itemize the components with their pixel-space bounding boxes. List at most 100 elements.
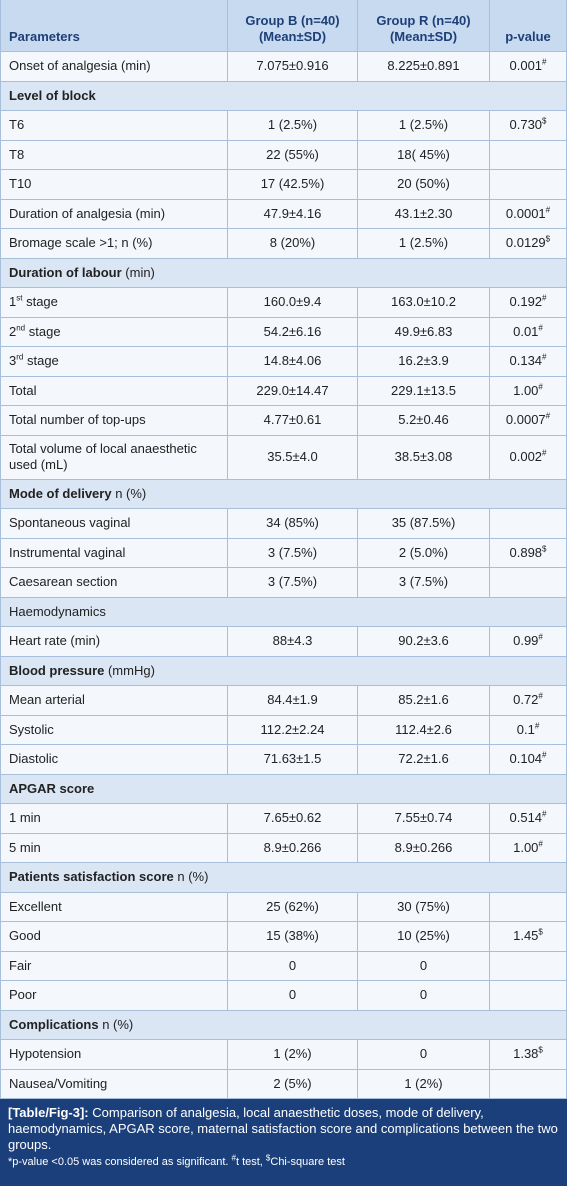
text: 0.192: [509, 294, 543, 310]
superscript: $: [538, 1045, 543, 1055]
cell-text: Hypotension: [9, 1046, 81, 1062]
cell: 43.1±2.30: [358, 199, 490, 229]
text: 1 min: [9, 810, 41, 826]
text: 3: [9, 353, 17, 369]
cell-text: 43.1±2.30: [395, 206, 453, 222]
cell: 72.2±1.6: [358, 745, 490, 775]
data-row: Nausea/Vomiting 2 (5%) 1 (2%): [0, 1069, 567, 1099]
section-cell: Blood pressure (mmHg): [0, 656, 567, 686]
superscript: #: [542, 57, 547, 67]
cell: 3rd stage: [0, 347, 228, 377]
header-text: Group B (n=40) (Mean±SD): [245, 13, 339, 45]
cell-text: 0.72#: [513, 692, 543, 708]
section-text: Complications n (%): [9, 1017, 133, 1033]
cell-text: 0.134#: [510, 353, 547, 369]
superscript: $: [542, 544, 547, 554]
superscript: #: [538, 323, 543, 333]
text: 35 (87.5%): [391, 515, 456, 531]
section-row: Mode of delivery n (%): [0, 479, 567, 509]
text: 5 min: [9, 839, 41, 855]
cell: 14.8±4.06: [228, 347, 358, 377]
text: Total volume of local anaesthetic used (…: [9, 441, 197, 472]
cell: [490, 140, 567, 170]
section-row: Complications n (%): [0, 1010, 567, 1040]
text: 35.5±4.0: [267, 449, 318, 464]
cell-text: 0.898$: [510, 545, 547, 561]
cell-text: 0.99#: [513, 633, 543, 649]
cell: 54.2±6.16: [228, 317, 358, 347]
text: 30 (75%): [397, 898, 450, 914]
cell: T10: [0, 170, 228, 200]
section-cell: Duration of labour (min): [0, 258, 567, 288]
cell: Systolic: [0, 715, 228, 745]
cell-text: 2 (5%): [273, 1076, 311, 1092]
text: 0.898: [509, 544, 543, 560]
cell: 0.002#: [490, 435, 567, 480]
superscript: #: [534, 721, 540, 731]
caption-text: Comparison of analgesia, local anaesthet…: [8, 1105, 558, 1152]
superscript: #: [542, 448, 547, 458]
cell: 16.2±3.9: [358, 347, 490, 377]
header-cell: Group B (n=40) (Mean±SD): [228, 0, 358, 52]
cell-text: Onset of analgesia (min): [9, 58, 151, 74]
text: 71.63±1.5: [263, 751, 322, 767]
text: 17 (42.5%): [260, 176, 325, 192]
cell: Total: [0, 376, 228, 406]
superscript: #: [538, 632, 543, 642]
data-row: Hypotension 1 (2%) 0 1.38$: [0, 1040, 567, 1070]
text: 0.002: [509, 449, 543, 464]
data-row: Diastolic 71.63±1.5 72.2±1.6 0.104#: [0, 745, 567, 775]
cell: 0.730$: [490, 111, 567, 141]
text: 22 (55%): [266, 146, 319, 162]
cell-text: 17 (42.5%): [261, 176, 325, 192]
cell-text: 90.2±3.6: [398, 633, 449, 649]
cell: 1 (2.5%): [228, 111, 358, 141]
text: 54.2±6.16: [263, 323, 322, 339]
bold-text: APGAR score: [9, 780, 95, 796]
text: 229.1±13.5: [391, 382, 456, 398]
cell-text: 1.45$: [513, 928, 543, 944]
cell: 15 (38%): [228, 922, 358, 952]
text: 5.2±0.46: [398, 412, 449, 428]
cell: 0.898$: [490, 538, 567, 568]
data-row: Instrumental vaginal 3 (7.5%) 2 (5.0%) 0.89…: [0, 538, 567, 568]
text: 0.0007: [505, 412, 546, 428]
cell: 0.134#: [490, 347, 567, 377]
cell: Spontaneous vaginal: [0, 509, 228, 539]
header-cell: p-value: [490, 0, 567, 52]
header-line: (Mean±SD): [258, 29, 327, 44]
cell: 5.2±0.46: [358, 406, 490, 436]
text: 7.075±0.916: [256, 58, 329, 74]
cell: 0: [228, 981, 358, 1011]
cell: 5 min: [0, 833, 228, 863]
cell: 3 (7.5%): [228, 568, 358, 598]
section-cell: Complications n (%): [0, 1010, 567, 1040]
cell: 1st stage: [0, 288, 228, 318]
cell-text: 1 (2%): [273, 1046, 311, 1062]
text: 15 (38%): [266, 928, 319, 944]
text: 0.001: [509, 58, 543, 74]
cell: 0: [358, 1040, 490, 1070]
superscript: #: [538, 839, 543, 849]
section-row: APGAR score: [0, 774, 567, 804]
cell-text: 0.514#: [510, 810, 547, 826]
data-row: T10 17 (42.5%) 20 (50%): [0, 170, 567, 200]
cell: 0: [358, 981, 490, 1011]
text: 0.72: [513, 692, 539, 708]
cell: 1 (2.5%): [358, 229, 490, 259]
cell-text: 0: [289, 958, 296, 974]
bold-text: Mode of delivery: [9, 485, 112, 501]
cell: 0.104#: [490, 745, 567, 775]
cell-text: 112.2±2.24: [260, 722, 324, 738]
header-text: Parameters: [9, 29, 80, 45]
superscript: #: [538, 382, 543, 392]
cell: 0.99#: [490, 627, 567, 657]
data-row: Onset of analgesia (min) 7.075±0.916 8.225…: [0, 52, 567, 82]
superscript: nd: [16, 323, 26, 333]
text: 25 (62%): [266, 898, 319, 914]
text: *p-value <0.05 was considered as signifi…: [8, 1156, 232, 1168]
text: 4.77±0.61: [263, 412, 322, 428]
header-text: Group R (n=40) (Mean±SD): [376, 13, 470, 45]
cell-text: 84.4±1.9: [267, 692, 318, 708]
cell: 20 (50%): [358, 170, 490, 200]
